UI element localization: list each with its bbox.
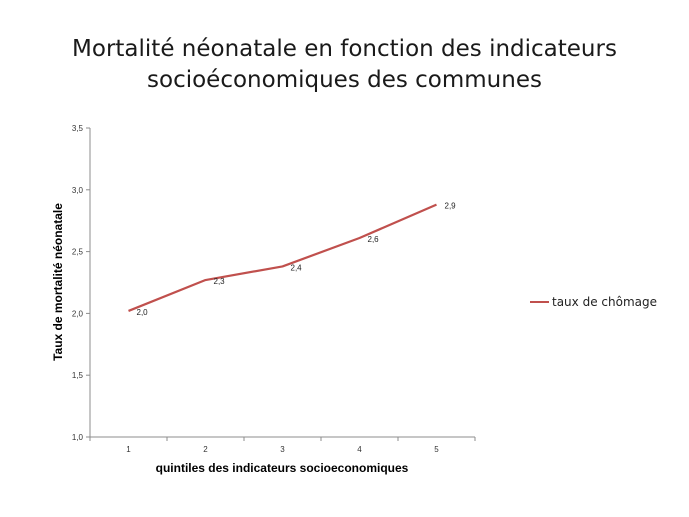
data-label: 2,6 xyxy=(368,235,380,244)
y-axis-title: Taux de mortalité néonatale xyxy=(51,203,65,361)
x-tick-label: 3 xyxy=(280,445,285,454)
chart-title-line-2: socioéconomiques des communes xyxy=(147,67,542,93)
x-axis-title: quintiles des indicateurs socioeconomiqu… xyxy=(156,461,409,475)
data-labels: 2,0 2,3 2,4 2,6 2,9 xyxy=(137,202,457,317)
data-label: 2,3 xyxy=(214,277,226,286)
y-tick-label: 3,0 xyxy=(72,186,84,195)
series-layer xyxy=(128,203,437,312)
chart-title-line-1: Mortalité néonatale en fonction des indi… xyxy=(72,36,617,62)
chart-title: Mortalité néonatale en fonction des indi… xyxy=(0,34,689,96)
chart-axes xyxy=(89,128,475,438)
x-tick-label: 5 xyxy=(434,445,439,454)
x-axis-ticks: 1 2 3 4 5 xyxy=(89,437,476,454)
y-tick-label: 1,0 xyxy=(72,433,84,442)
data-label: 2,0 xyxy=(137,308,149,317)
series-line-0 xyxy=(128,203,437,312)
data-label: 2,9 xyxy=(445,202,457,211)
y-tick-label: 2,5 xyxy=(72,248,84,257)
x-tick-label: 2 xyxy=(203,445,208,454)
y-tick-label: 3,5 xyxy=(72,124,84,133)
legend: taux de chômage xyxy=(530,295,657,309)
x-tick-label: 4 xyxy=(357,445,362,454)
x-tick-label: 1 xyxy=(126,445,131,454)
y-tick-label: 2,0 xyxy=(72,309,84,318)
legend-label: taux de chômage xyxy=(552,295,657,309)
y-tick-label: 1,5 xyxy=(72,371,84,380)
y-axis-ticks: 1,0 1,5 2,0 2,5 3,0 3,5 xyxy=(72,124,90,442)
data-label: 2,4 xyxy=(291,263,303,272)
